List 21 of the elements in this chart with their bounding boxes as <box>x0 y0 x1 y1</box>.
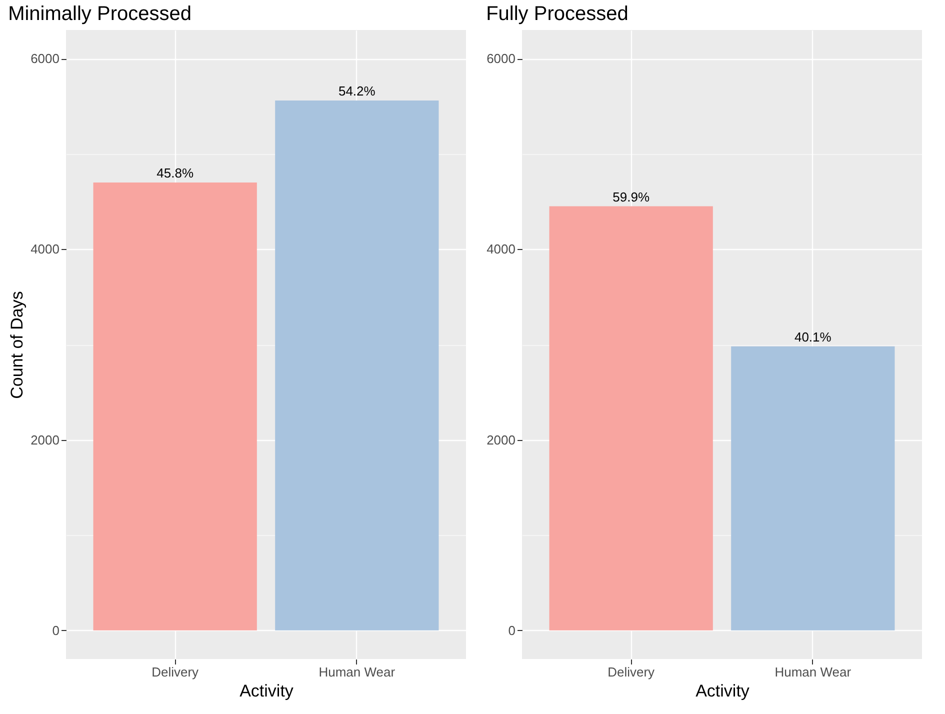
y-tick-label: 4000 <box>30 242 60 257</box>
annotation: 54.2% <box>338 84 376 99</box>
y-tick-label: 2000 <box>486 432 516 448</box>
y-tick-label: 6000 <box>30 51 60 66</box>
x-tick-label: Delivery <box>152 664 200 680</box>
y-tick-label: 0 <box>52 622 60 638</box>
x-tick-label: Human Wear <box>318 664 396 680</box>
y-tick-label: 0 <box>508 622 516 638</box>
x-axis-title: Activity <box>696 682 750 700</box>
annotation: 45.8% <box>156 165 194 180</box>
annotation: 40.1% <box>794 329 832 344</box>
x-tick-label: Delivery <box>608 664 656 680</box>
chart-title: Minimally Processed <box>8 3 192 25</box>
y-axis-title: Count of Days <box>8 291 27 399</box>
x-axis-title: Activity <box>240 682 294 700</box>
y-tick-label: 6000 <box>486 51 516 66</box>
y-tick-label: 2000 <box>30 432 60 448</box>
x-tick-label: Human Wear <box>774 664 852 680</box>
chart-title: Fully Processed <box>486 3 628 25</box>
annotation: 59.9% <box>612 189 650 204</box>
y-tick-label: 4000 <box>486 242 516 257</box>
